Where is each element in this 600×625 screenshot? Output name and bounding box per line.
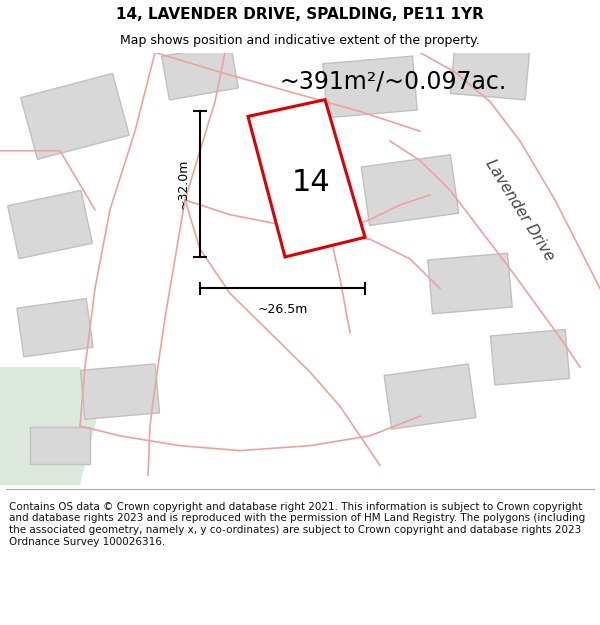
Text: Contains OS data © Crown copyright and database right 2021. This information is : Contains OS data © Crown copyright and d… xyxy=(9,502,585,547)
Text: ~391m²/~0.097ac.: ~391m²/~0.097ac. xyxy=(280,70,507,94)
Polygon shape xyxy=(17,299,93,357)
Polygon shape xyxy=(30,427,90,464)
Polygon shape xyxy=(384,364,476,429)
Text: 14: 14 xyxy=(292,168,330,197)
Polygon shape xyxy=(248,99,365,257)
Polygon shape xyxy=(451,44,530,100)
Text: Map shows position and indicative extent of the property.: Map shows position and indicative extent… xyxy=(120,34,480,48)
Polygon shape xyxy=(21,74,129,159)
Polygon shape xyxy=(323,56,417,118)
Polygon shape xyxy=(361,155,459,226)
Text: ~26.5m: ~26.5m xyxy=(257,303,308,316)
Polygon shape xyxy=(80,364,160,419)
Polygon shape xyxy=(8,191,92,259)
Text: ~32.0m: ~32.0m xyxy=(177,159,190,209)
Text: 14, LAVENDER DRIVE, SPALDING, PE11 1YR: 14, LAVENDER DRIVE, SPALDING, PE11 1YR xyxy=(116,8,484,22)
Polygon shape xyxy=(0,367,100,485)
Polygon shape xyxy=(490,329,569,385)
Text: Lavender Drive: Lavender Drive xyxy=(483,156,557,263)
Polygon shape xyxy=(428,253,512,314)
Polygon shape xyxy=(161,44,238,100)
